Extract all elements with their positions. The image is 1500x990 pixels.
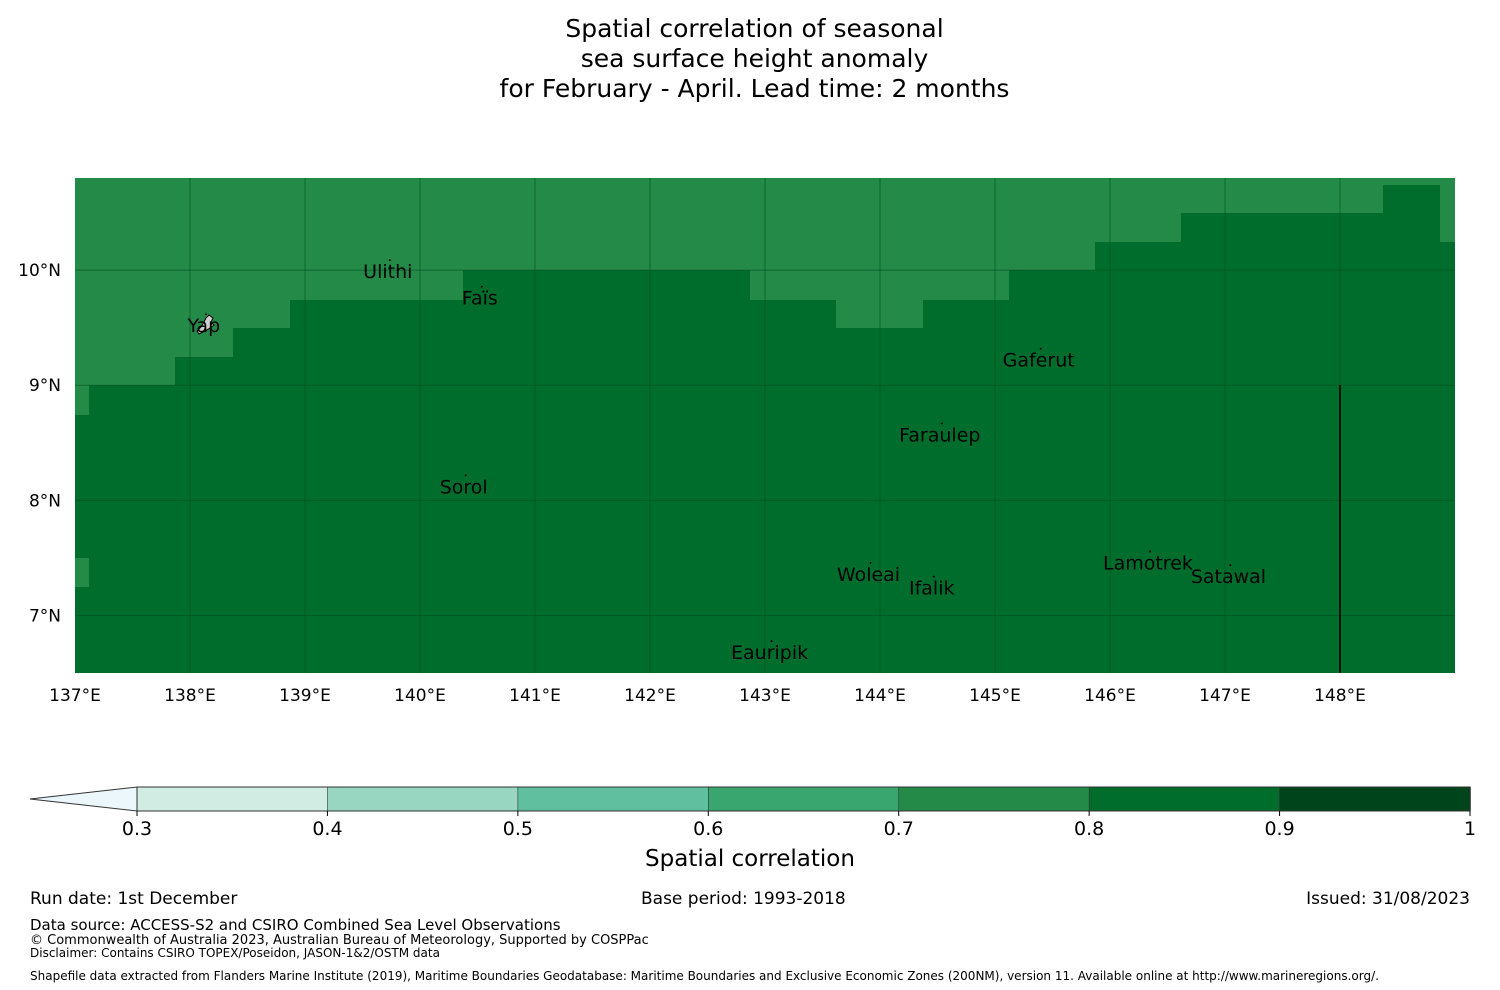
island-marker (1148, 550, 1151, 553)
lower-correlation-patch (75, 558, 89, 587)
colorbar-bins (136, 786, 1471, 812)
issued-date: Issued: 31/08/2023 (1306, 889, 1470, 909)
place-label: Sorol (440, 476, 488, 498)
colorbar-tick-label: 0.8 (1074, 818, 1104, 840)
colorbar-tick-label: 0.7 (884, 818, 914, 840)
place-label: Eauripik (731, 642, 808, 664)
lon-tick-label: 140°E (394, 686, 446, 706)
chart-title: Spatial correlation of seasonal sea surf… (0, 14, 1500, 104)
place-labels: Ulithi Faïs Yap Gaferut Faraulep Sorol Woleai I… (186, 259, 1266, 664)
place-label: Ulithi (363, 261, 412, 283)
island-marker (1039, 347, 1042, 350)
longitude-axis: 137°E 138°E 139°E 140°E 141°E 142°E 143°E 144°E… (49, 686, 1366, 706)
colorbar-tick-label: 0.4 (312, 818, 342, 840)
island-marker (388, 259, 391, 262)
colorbar-bin (1279, 786, 1471, 812)
place-label: Faïs (462, 288, 498, 310)
colorbar-tick-label: 0.6 (693, 818, 723, 840)
lon-tick-label: 144°E (854, 686, 906, 706)
island-marker (204, 313, 207, 316)
title-line-3: for February - April. Lead time: 2 month… (499, 74, 1010, 103)
island-marker (869, 561, 872, 564)
colorbar-tick-label: 0.9 (1264, 818, 1294, 840)
place-label: Lamotrek (1103, 552, 1193, 574)
colorbar-ticks: 0.3 0.4 0.5 0.6 0.7 0.8 0.9 1 (122, 811, 1476, 840)
map-panel: Ulithi Faïs Yap Gaferut Faraulep Sorol Woleai I… (75, 178, 1455, 673)
island-marker (1229, 564, 1232, 567)
lon-tick-label: 142°E (624, 686, 676, 706)
colorbar-bin (707, 786, 900, 812)
lon-tick-label: 147°E (1199, 686, 1251, 706)
colorbar-tick-label: 0.5 (503, 818, 533, 840)
island-marker (480, 285, 483, 288)
colorbar-outline (136, 786, 1471, 812)
title-line-1: Spatial correlation of seasonal (565, 14, 944, 43)
lon-tick-label: 148°E (1314, 686, 1366, 706)
colorbar-bin (517, 786, 710, 812)
colorbar-label: Spatial correlation (645, 846, 855, 872)
lon-tick-label: 145°E (969, 686, 1021, 706)
lon-tick-label: 141°E (509, 686, 561, 706)
lon-tick-label: 137°E (49, 686, 101, 706)
colorbar-extend-triangle (29, 786, 138, 812)
place-label: Satawal (1191, 566, 1266, 588)
colorbar-bin (1088, 786, 1281, 812)
base-period: Base period: 1993-2018 (641, 889, 846, 909)
place-label: Woleai (837, 564, 900, 586)
yap-island-shape (196, 314, 215, 335)
colorbar-tick-label: 1 (1464, 818, 1476, 840)
island-marker (464, 474, 467, 477)
run-date: Run date: 1st December (30, 889, 238, 909)
lon-tick-label: 146°E (1084, 686, 1136, 706)
latitude-axis: 10°N 9°N 8°N 7°N (18, 261, 61, 626)
place-label: Gaferut (1003, 350, 1075, 372)
disclaimer: Disclaimer: Contains CSIRO TOPEX/Poseido… (30, 946, 440, 960)
place-label: Ifalik (909, 578, 955, 600)
lon-tick-label: 139°E (279, 686, 331, 706)
shapefile-credit: Shapefile data extracted from Flanders M… (30, 969, 1379, 983)
copyright: © Commonwealth of Australia 2023, Austra… (30, 933, 649, 948)
lat-tick-label: 10°N (18, 261, 61, 281)
colorbar-bin (136, 786, 329, 812)
lat-tick-label: 8°N (29, 491, 61, 511)
data-source: Data source: ACCESS-S2 and CSIRO Combine… (30, 916, 561, 934)
lon-tick-label: 143°E (739, 686, 791, 706)
colorbar: 0.3 0.4 0.5 0.6 0.7 0.8 0.9 1 (29, 786, 1476, 840)
island-marker (940, 422, 943, 425)
island-marker (932, 575, 935, 578)
colorbar-tick-label: 0.3 (122, 818, 152, 840)
lat-tick-label: 7°N (29, 606, 61, 626)
island-marker (770, 640, 773, 643)
place-label: Faraulep (899, 425, 980, 447)
colorbar-bin (898, 786, 1090, 812)
lon-tick-label: 138°E (164, 686, 216, 706)
place-label: Yap (186, 315, 220, 337)
colorbar-bin (327, 786, 519, 812)
gridlines (75, 178, 1455, 673)
title-line-2: sea surface height anomaly (580, 44, 929, 73)
lat-tick-label: 9°N (29, 376, 61, 396)
